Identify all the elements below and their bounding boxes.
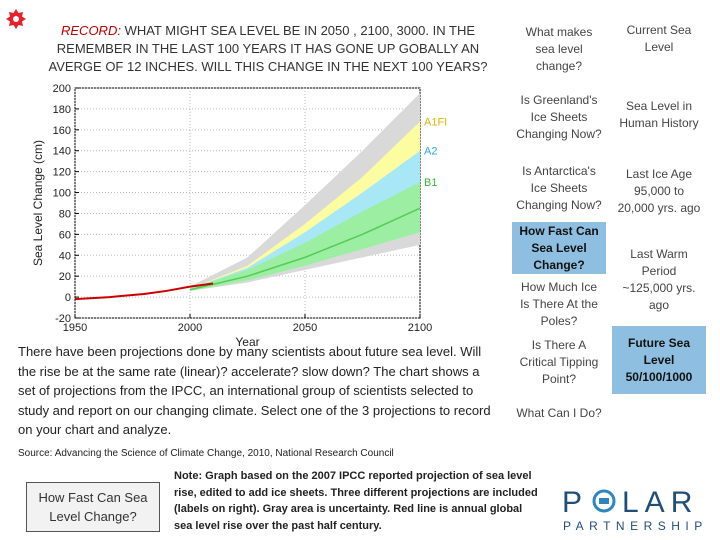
series-label-a1fi: A1FI [424,116,447,128]
polar-partnership-logo: P LAR PARTNERSHIP [562,486,708,533]
record-question: WHAT MIGHT SEA LEVEL BE IN 2050 , 2100, … [48,23,488,74]
source-citation: Source: Advancing the Science of Climate… [18,448,394,459]
y-tick-label: 180 [53,104,71,116]
nav-antarctica-ice-sheets[interactable]: Is Antarctica's Ice Sheets Changing Now? [512,154,606,222]
svg-text:LAR: LAR [622,486,698,519]
red-gear-icon [6,9,26,29]
y-tick-label: 100 [53,188,71,200]
nav-what-makes-sea-level-change[interactable]: What makes sea level change? [512,22,606,76]
nav-critical-tipping-point[interactable]: Is There A Critical Tipping Point? [512,334,606,390]
x-tick-label: 2100 [408,322,432,334]
nav-sea-level-human-history[interactable]: Sea Level in Human History [612,86,706,144]
x-tick-label: 2000 [178,322,202,334]
nav-future-sea-level[interactable]: Future Sea Level 50/100/1000 [612,326,706,394]
how-fast-sea-level-change-button[interactable]: How Fast Can Sea Level Change? [26,482,160,532]
y-tick-label: 0 [65,292,71,304]
nav-label: Current Sea Level [626,23,692,54]
observed-line [74,282,214,301]
nav-label: Last Warm Period ~125,000 yrs. ago [622,247,696,312]
nav-label: Future Sea Level 50/100/1000 [625,335,693,384]
y-tick-label: 200 [53,83,71,95]
nav-what-can-i-do[interactable]: What Can I Do? [512,394,606,432]
nav-greenland-ice-sheets[interactable]: Is Greenland's Ice Sheets Changing Now? [512,82,606,152]
nav-label: Is Greenland's Ice Sheets Changing Now? [516,92,602,141]
svg-text:PARTNERSHIP: PARTNERSHIP [563,519,708,533]
nav-label: Is Antarctica's Ice Sheets Changing Now? [516,163,602,212]
x-tick-label: 2050 [293,322,317,334]
y-tick-label: 160 [53,125,71,137]
projection-central-line [189,207,421,291]
nav-last-ice-age[interactable]: Last Ice Age 95,000 to 20,000 yrs. ago [612,154,706,228]
nav-label: How Much Ice Is There At the Poles? [520,279,598,328]
y-tick-label: 60 [59,229,71,241]
y-tick-label: 80 [59,208,71,220]
y-tick-label: 120 [53,167,71,179]
nav-ice-at-poles[interactable]: How Much Ice Is There At the Poles? [512,278,606,330]
x-axis-label: Year [235,335,259,348]
nav-last-warm-period[interactable]: Last Warm Period ~125,000 yrs. ago [612,244,706,316]
record-prompt: RECORD: WHAT MIGHT SEA LEVEL BE IN 2050 … [36,22,500,76]
sea-level-projection-chart: A1FI A2 B1 -20 0 20 40 60 80 100 120 140 160 180 200 19… [31,83,447,348]
y-tick-label: 140 [53,146,71,158]
nav-label: Sea Level in Human History [619,99,699,130]
y-axis-label: Sea Level Change (cm) [31,140,45,266]
series-label-a2: A2 [424,146,437,158]
nav-label: Is There A Critical Tipping Point? [519,337,599,386]
chart-description: There have been projections done by many… [18,344,491,438]
nav-label: What makes sea level change? [525,24,593,73]
nav-how-fast-sea-level-change[interactable]: How Fast Can Sea Level Change? [512,222,606,274]
y-tick-label: 40 [59,250,71,262]
series-band-b1 [190,182,420,291]
y-tick-label: 20 [59,271,71,283]
y-tick-label: -20 [55,313,71,325]
nav-current-sea-level[interactable]: Current Sea Level [612,18,706,60]
nav-label: Last Ice Age 95,000 to 20,000 yrs. ago [617,166,701,215]
graph-note: Note: Graph based on the 2007 IPCC repor… [174,470,538,532]
button-label: How Fast Can Sea Level Change? [38,490,148,524]
series-label-b1: B1 [424,177,437,189]
x-tick-label: 1950 [63,322,87,334]
svg-text:P: P [562,486,588,519]
nav-label: How Fast Can Sea Level Change? [519,223,599,272]
record-label: RECORD: [61,23,121,38]
nav-label: What Can I Do? [516,405,602,420]
